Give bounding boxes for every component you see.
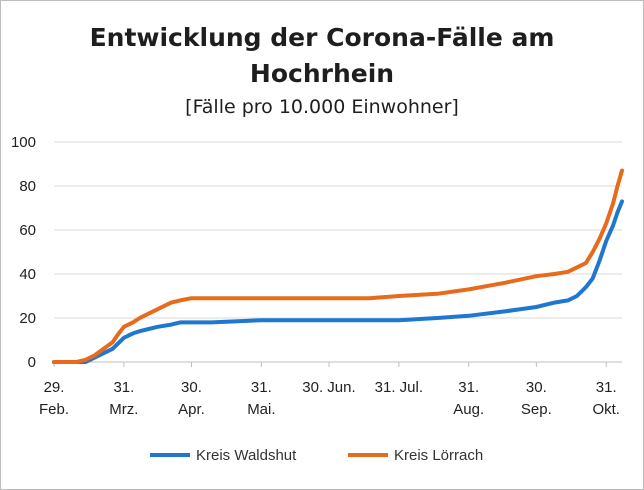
legend-label-waldshut: Kreis Waldshut — [196, 446, 297, 464]
y-tick-label-40: 40 — [19, 266, 36, 283]
series-line-0 — [52, 199, 624, 364]
chart-title-line2: Hochrhein — [249, 59, 395, 88]
x-tick-label-1-line2: Mrz. — [109, 401, 138, 418]
legend-item-waldshut: Kreis Waldshut — [150, 444, 296, 466]
x-tick-label-7: 30. — [526, 379, 547, 396]
y-tick-label-80: 80 — [19, 178, 36, 195]
legend-label-loerrach: Kreis Lörrach — [394, 446, 484, 464]
legend-swatch-loerrach — [348, 453, 388, 457]
x-tick-label-0-line2: Feb. — [39, 401, 69, 418]
legend-item-loerrach: Kreis Lörrach — [348, 444, 483, 466]
x-tick-label-2: 30. — [181, 379, 202, 396]
chart-title-line1: Entwicklung der Corona-Fälle am — [89, 23, 555, 52]
y-tick-label-0: 0 — [28, 354, 36, 371]
y-tick-label-100: 100 — [11, 134, 36, 151]
y-tick-label-60: 60 — [19, 222, 36, 239]
x-tick-label-3: 31. — [251, 379, 272, 396]
series-line-1 — [52, 168, 624, 364]
x-tick-label-8-line2: Okt. — [592, 401, 620, 418]
x-tick-label-5: 31. Jul. — [375, 379, 423, 396]
x-tick-label-6-line2: Aug. — [453, 401, 484, 418]
x-tick-label-3-line2: Mai. — [247, 401, 275, 418]
x-tick-label-2-line2: Apr. — [178, 401, 205, 418]
x-tick-label-0: 29. — [44, 379, 65, 396]
x-tick-label-7-line2: Sep. — [521, 401, 552, 418]
chart-title: Entwicklung der Corona-Fälle am Hochrhei… — [0, 20, 644, 92]
legend-swatch-waldshut — [150, 453, 190, 457]
y-tick-label-20: 20 — [19, 310, 36, 327]
x-tick-label-1: 31. — [113, 379, 134, 396]
x-tick-label-4: 30. Jun. — [302, 379, 355, 396]
x-tick-label-6: 31. — [458, 379, 479, 396]
x-tick-label-8: 31. — [596, 379, 617, 396]
chart-subtitle: [Fälle pro 10.000 Einwohner] — [185, 96, 459, 118]
